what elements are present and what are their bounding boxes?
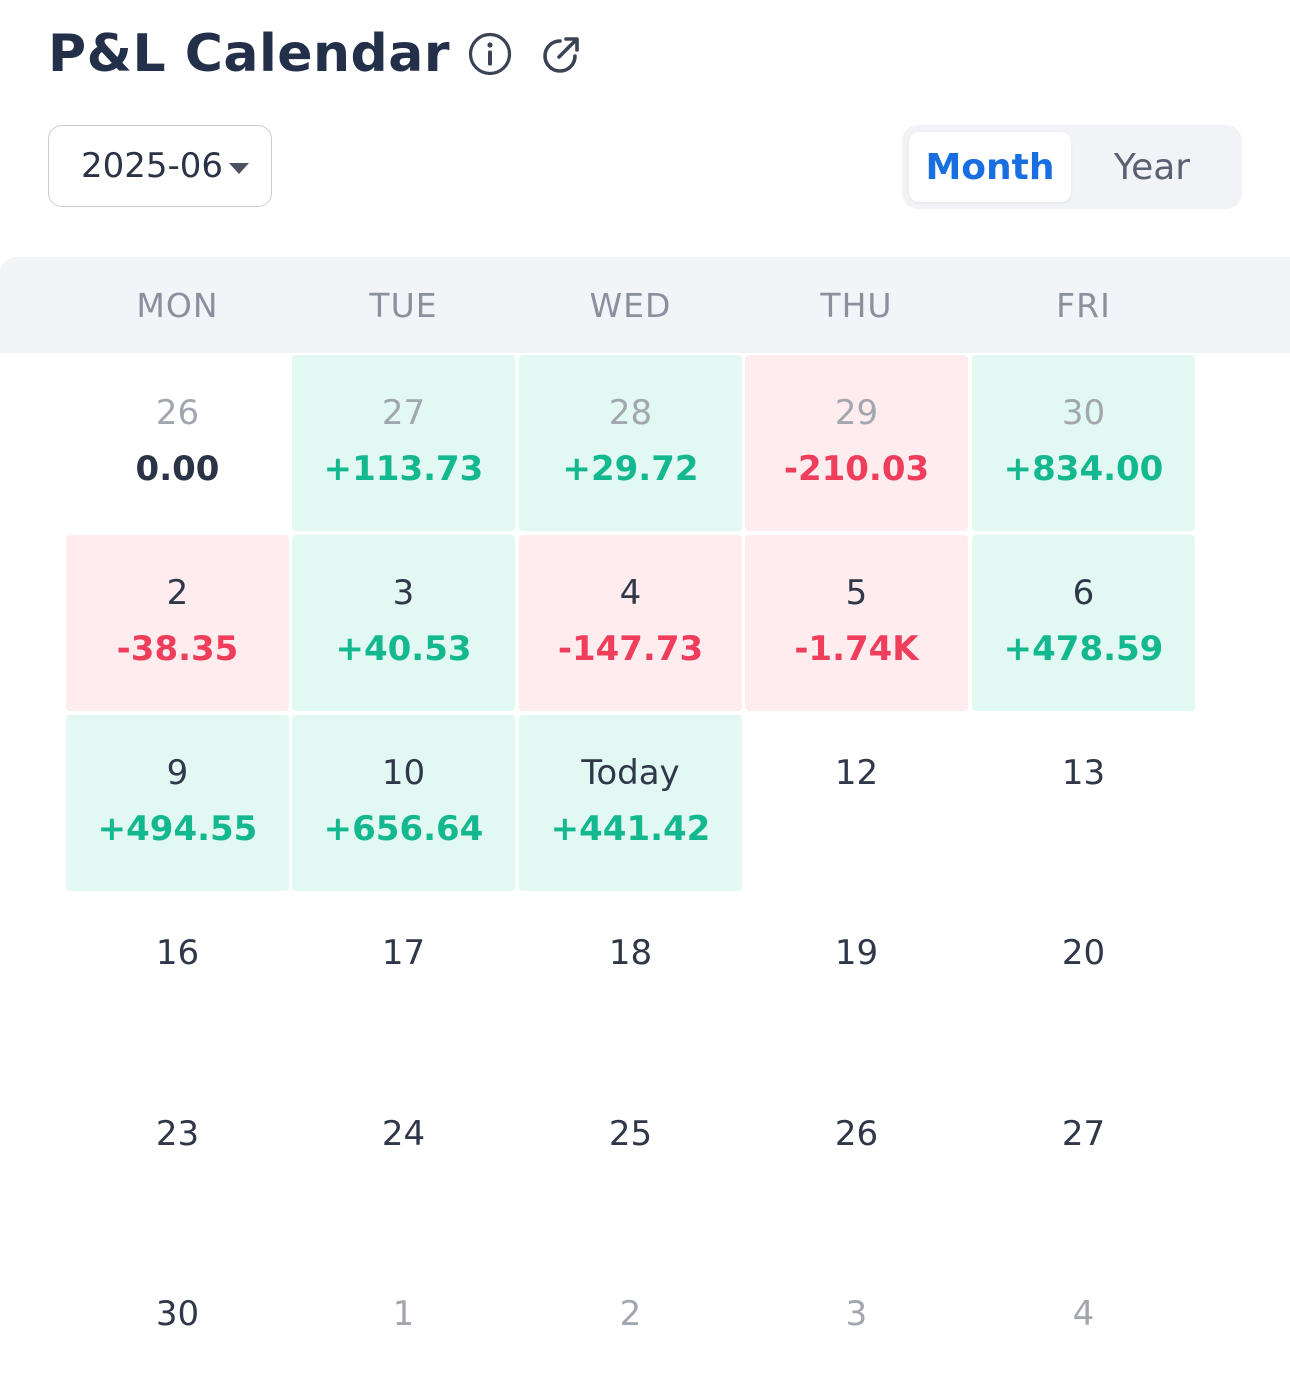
calendar-day[interactable]: 17 xyxy=(292,895,515,1071)
page-title: P&L Calendar xyxy=(48,24,451,84)
day-number: 25 xyxy=(608,1114,653,1154)
calendar-day[interactable]: 2 xyxy=(519,1256,742,1394)
calendar-day[interactable]: 4 -147.73 xyxy=(519,535,742,711)
calendar-day[interactable]: 4 xyxy=(972,1256,1195,1394)
calendar-day[interactable]: 3 +40.53 xyxy=(292,535,515,711)
weekday-wed: WED xyxy=(589,285,672,325)
day-number: 10 xyxy=(381,753,426,793)
daily-pnl-value: -38.35 xyxy=(116,629,239,669)
calendar-day[interactable]: 28 +29.72 xyxy=(519,355,742,531)
weekday-tue: TUE xyxy=(369,285,438,325)
day-number: 27 xyxy=(1061,1114,1106,1154)
weekday-fri: FRI xyxy=(1056,285,1111,325)
calendar-day[interactable]: 3 xyxy=(745,1256,968,1394)
daily-pnl-value: +834.00 xyxy=(1003,449,1164,489)
day-number: 16 xyxy=(155,933,200,973)
calendar-day[interactable]: 25 xyxy=(519,1076,742,1252)
daily-pnl-value: -147.73 xyxy=(557,629,704,669)
daily-pnl-value: +494.55 xyxy=(97,809,258,849)
calendar-day[interactable]: 30 xyxy=(66,1256,289,1394)
month-picker[interactable]: 2025-06 xyxy=(48,125,272,207)
daily-pnl-value: +656.64 xyxy=(323,809,484,849)
calendar-day[interactable]: 24 xyxy=(292,1076,515,1252)
calendar-day[interactable]: 27 +113.73 xyxy=(292,355,515,531)
calendar-day[interactable]: 13 xyxy=(972,715,1195,891)
day-number: 5 xyxy=(845,573,868,613)
calendar-day[interactable]: 20 xyxy=(972,895,1195,1071)
day-number: 24 xyxy=(381,1114,426,1154)
external-share-icon[interactable] xyxy=(538,30,586,78)
day-number: 18 xyxy=(608,933,653,973)
day-number: 17 xyxy=(381,933,426,973)
year-view-button[interactable]: Year xyxy=(1113,146,1191,188)
calendar-day[interactable]: 10 +656.64 xyxy=(292,715,515,891)
month-view-button[interactable]: Month xyxy=(909,132,1071,202)
daily-pnl-value: +478.59 xyxy=(1003,629,1164,669)
daily-pnl-value: +29.72 xyxy=(562,449,699,489)
weekday-mon: MON xyxy=(136,285,219,325)
day-number: 1 xyxy=(392,1294,415,1334)
header: P&L Calendar xyxy=(48,22,586,86)
weekday-sat: S xyxy=(1198,257,1290,353)
day-number: 30 xyxy=(155,1294,200,1334)
daily-pnl-value: +441.42 xyxy=(550,809,711,849)
day-number: 20 xyxy=(1061,933,1106,973)
day-number: 29 xyxy=(834,393,879,433)
calendar-day[interactable]: 2 -38.35 xyxy=(66,535,289,711)
day-number: 28 xyxy=(608,393,653,433)
calendar-day[interactable]: 9 +494.55 xyxy=(66,715,289,891)
weekday-header: MON TUE WED THU FRI S xyxy=(0,257,1290,353)
day-number: 3 xyxy=(845,1294,868,1334)
calendar-day[interactable]: 12 xyxy=(745,715,968,891)
calendar-grid: 26 0.00 27 +113.73 28 +29.72 29 -210.03 30 +834.0… xyxy=(0,355,1290,1394)
day-number: 19 xyxy=(834,933,879,973)
calendar-day[interactable]: 16 xyxy=(66,895,289,1071)
calendar-day[interactable]: 19 xyxy=(745,895,968,1071)
day-number: 9 xyxy=(166,753,189,793)
calendar-day-today[interactable]: Today +441.42 xyxy=(519,715,742,891)
day-number: 13 xyxy=(1061,753,1106,793)
calendar-day[interactable]: 1 xyxy=(292,1256,515,1394)
info-circle-icon[interactable] xyxy=(466,30,514,78)
day-number: 4 xyxy=(619,573,642,613)
day-number: 3 xyxy=(392,573,415,613)
calendar-day[interactable]: 23 xyxy=(66,1076,289,1252)
day-number: 27 xyxy=(381,393,426,433)
calendar-day[interactable]: 26 0.00 xyxy=(66,355,289,531)
month-picker-value: 2025-06 xyxy=(81,146,224,186)
calendar-day[interactable]: 5 -1.74K xyxy=(745,535,968,711)
caret-down-icon xyxy=(229,163,249,174)
day-number: 30 xyxy=(1061,393,1106,433)
day-number: 26 xyxy=(834,1114,879,1154)
day-number: 23 xyxy=(155,1114,200,1154)
calendar-day[interactable]: 30 +834.00 xyxy=(972,355,1195,531)
calendar-day[interactable]: 18 xyxy=(519,895,742,1071)
calendar-day[interactable]: 29 -210.03 xyxy=(745,355,968,531)
day-number: 2 xyxy=(166,573,189,613)
daily-pnl-value: 0.00 xyxy=(135,449,220,489)
day-number: Today xyxy=(581,753,680,793)
daily-pnl-value: +113.73 xyxy=(323,449,484,489)
calendar-day[interactable]: 6 +478.59 xyxy=(972,535,1195,711)
day-number: 6 xyxy=(1072,573,1095,613)
view-toggle: Month Year xyxy=(902,125,1242,209)
calendar-day[interactable]: 27 xyxy=(972,1076,1195,1252)
day-number: 2 xyxy=(619,1294,642,1334)
day-number: 4 xyxy=(1072,1294,1095,1334)
daily-pnl-value: -1.74K xyxy=(794,629,919,669)
daily-pnl-value: +40.53 xyxy=(335,629,472,669)
calendar-day[interactable]: 26 xyxy=(745,1076,968,1252)
weekday-thu: THU xyxy=(820,285,893,325)
day-number: 12 xyxy=(834,753,879,793)
day-number: 26 xyxy=(155,393,200,433)
daily-pnl-value: -210.03 xyxy=(783,449,930,489)
